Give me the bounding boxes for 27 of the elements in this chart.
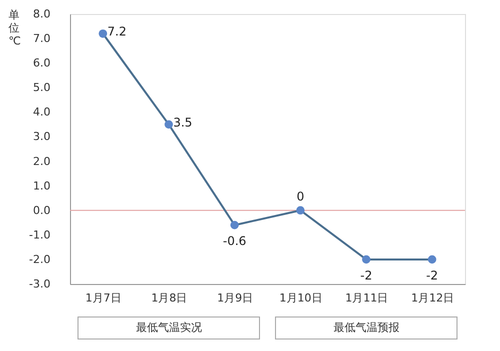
- y-axis-title: 单位℃: [8, 8, 21, 48]
- y-tick-label: -1.0: [29, 228, 50, 242]
- x-tick-label: 1月10日: [279, 292, 322, 304]
- y-tick-label: 5.0: [33, 81, 50, 94]
- data-label: -2: [360, 268, 372, 282]
- y-tick-label: 2.0: [33, 154, 50, 168]
- data-label: -2: [426, 268, 438, 282]
- data-label: 3.5: [173, 115, 192, 130]
- y-tick-label: 3.0: [33, 130, 50, 144]
- y-tick-label: 8.0: [33, 8, 50, 20]
- y-tick-label: 1.0: [33, 179, 50, 192]
- y-tick-label: -3.0: [29, 278, 50, 290]
- y-tick-label: 4.0: [33, 106, 50, 119]
- y-tick-label: -2.0: [29, 252, 50, 266]
- data-label: 7.2: [107, 24, 126, 39]
- y-tick-label: 0.0: [33, 204, 50, 217]
- data-label: 0: [296, 189, 304, 204]
- x-tick-label: 1月11日: [345, 292, 388, 304]
- x-tick-label: 1月12日: [411, 292, 454, 304]
- x-tick-label: 1月9日: [217, 292, 254, 304]
- text: 最低气温预报: [333, 321, 400, 334]
- x-tick-label: 1月8日: [151, 292, 188, 304]
- text: 最低气温实况: [136, 321, 202, 334]
- y-tick-label: 6.0: [33, 56, 50, 70]
- x-tick-label: 1月7日: [85, 292, 122, 304]
- data-label: -0.6: [222, 234, 246, 248]
- y-tick-label: 7.0: [33, 32, 50, 46]
